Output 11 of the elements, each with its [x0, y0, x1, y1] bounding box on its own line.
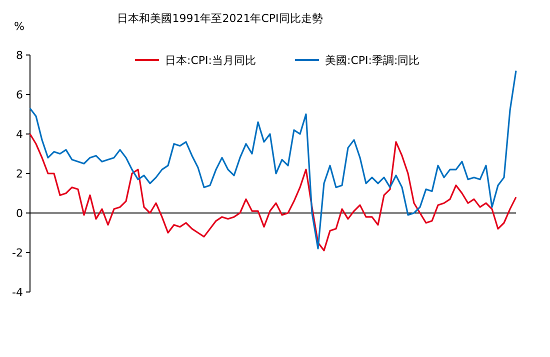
y-tick-label: 2: [16, 167, 23, 180]
legend-label: 美國:CPI:季調:同比: [325, 54, 420, 67]
y-axis-title: %: [14, 20, 24, 33]
y-tick-label: -2: [12, 246, 23, 260]
y-tick-label: -4: [12, 286, 23, 299]
y-tick-label: 0: [16, 206, 23, 220]
y-tick-label: 4: [16, 128, 23, 141]
chart-title: 日本和美國1991年至2021年CPI同比走勢: [117, 12, 323, 25]
y-tick-label: 8: [16, 48, 23, 62]
legend-label: 日本:CPI:当月同比: [165, 54, 256, 67]
y-tick-label: 6: [16, 88, 23, 102]
